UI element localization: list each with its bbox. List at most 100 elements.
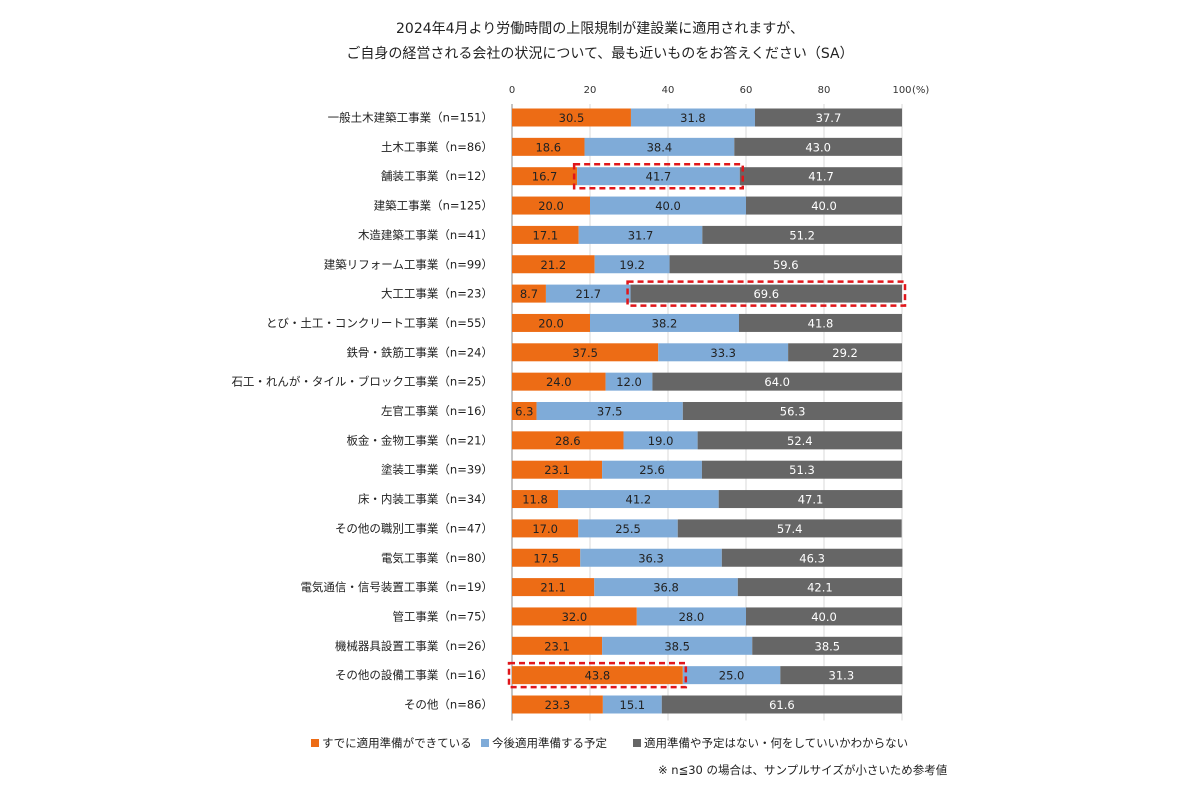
bar-segment <box>697 431 902 450</box>
data-label: 20.0 <box>538 316 564 330</box>
category-label: 電気通信・信号装置工事業（n=19） <box>300 580 493 594</box>
category-label: その他の設備工事業（n=16） <box>335 668 493 682</box>
legend-swatch <box>633 739 641 747</box>
data-label: 23.3 <box>545 698 571 712</box>
bar-segment <box>661 695 902 714</box>
x-tick-label: 60 <box>740 85 753 96</box>
bar-segment <box>739 167 903 186</box>
data-label: 38.5 <box>664 639 690 653</box>
bar-segment <box>512 519 579 538</box>
bar-segment <box>512 196 590 215</box>
data-label: 43.0 <box>805 140 831 154</box>
bars: 30.5 31.8 37.7 18.6 38.4 43.0 16.7 41.7 41.7 20.0… <box>512 108 903 714</box>
category-label: 左官工事業（n=16） <box>381 404 493 418</box>
legend-swatch <box>481 739 489 747</box>
x-tick-label: 100 <box>892 85 911 96</box>
data-label: 40.0 <box>811 610 837 624</box>
chart-title: 2024年4月より労働時間の上限規制が建設業に適用されますが、 ご自身の経営され… <box>346 20 853 62</box>
data-label: 38.4 <box>647 140 673 154</box>
bar-segment <box>584 137 735 156</box>
data-label: 52.4 <box>787 434 813 448</box>
bar-segment <box>636 607 746 626</box>
bar-segment <box>682 666 781 685</box>
bar-segment <box>702 225 902 244</box>
bar-segment <box>605 372 653 391</box>
bar-segment <box>512 431 624 450</box>
data-label: 61.6 <box>769 698 795 712</box>
data-label: 57.4 <box>777 522 803 536</box>
bar-segment <box>580 548 722 567</box>
bar-segment <box>746 607 902 626</box>
chart-title-line-2: ご自身の経営される会社の状況について、最も近いものをお答えください（SA） <box>346 45 853 62</box>
bar-segment <box>701 460 902 479</box>
category-label: その他の職別工事業（n=47） <box>335 521 493 535</box>
bar-segment <box>590 313 739 332</box>
category-label: 電気工事業（n=80） <box>381 551 493 565</box>
legend-swatch <box>311 739 319 747</box>
data-label: 37.5 <box>597 405 623 419</box>
data-label: 24.0 <box>546 375 572 389</box>
bar-segment <box>602 460 702 479</box>
data-label: 25.5 <box>615 522 641 536</box>
category-labels: 一般土木建築工事業（n=151） 土木工事業（n=86） 舗装工事業（n=12） 建築… <box>231 111 493 712</box>
category-label: 建築工事業（n=125） <box>374 199 493 213</box>
category-label: 板金・金物工事業（n=21） <box>346 433 493 447</box>
legend: すでに適用準備ができている 今後適用準備する予定 適用準備や予定はない・何をしていい… <box>311 736 908 750</box>
bar-segment <box>721 548 903 567</box>
data-label: 41.8 <box>808 316 834 330</box>
data-label: 37.5 <box>572 346 598 360</box>
bar-segment <box>677 519 902 538</box>
bar-segment <box>512 578 595 597</box>
x-tick-label: 40 <box>662 85 675 96</box>
bar-segment <box>738 313 902 332</box>
data-label: 38.5 <box>815 639 841 653</box>
data-label: 21.2 <box>541 258 567 272</box>
bar-segment <box>737 578 902 597</box>
data-label: 25.0 <box>719 669 745 683</box>
data-label: 33.3 <box>710 346 736 360</box>
data-label: 56.3 <box>780 405 806 419</box>
data-label: 37.7 <box>816 111 842 125</box>
x-unit-label: (%) <box>912 85 929 96</box>
category-label: 木造建築工事業（n=41） <box>358 228 493 242</box>
category-label: 鉄骨・鉄筋工事業（n=24） <box>346 345 493 359</box>
chart-title-line-1: 2024年4月より労働時間の上限規制が建設業に適用されますが、 <box>396 20 804 37</box>
data-label: 29.2 <box>832 346 858 360</box>
data-label: 32.0 <box>562 610 588 624</box>
bar-segment <box>512 225 579 244</box>
data-label: 12.0 <box>616 375 642 389</box>
bar-segment <box>602 636 753 655</box>
data-label: 28.0 <box>679 610 705 624</box>
category-label: 建築リフォーム工事業（n=99） <box>324 257 493 271</box>
category-label: とび・土工・コンクリート工事業（n=55） <box>266 316 493 330</box>
data-label: 25.6 <box>639 463 665 477</box>
data-label: 46.3 <box>799 551 825 565</box>
bar-segment <box>512 695 603 714</box>
legend-label: すでに適用準備ができている <box>322 736 472 750</box>
category-label: 石工・れんが・タイル・ブロック工事業（n=25） <box>231 375 493 389</box>
bar-segment <box>734 137 902 156</box>
data-label: 36.3 <box>638 551 664 565</box>
bar-segment <box>788 343 902 362</box>
data-label: 40.0 <box>655 199 681 213</box>
data-label: 19.0 <box>648 434 674 448</box>
bar-segment <box>512 255 595 274</box>
bar-segment <box>512 636 603 655</box>
data-label: 28.6 <box>555 434 581 448</box>
bar-segment <box>602 695 662 714</box>
x-tick-label: 20 <box>584 85 597 96</box>
data-label: 20.0 <box>538 199 564 213</box>
bar-segment <box>512 108 631 127</box>
data-label: 23.1 <box>544 639 570 653</box>
bar-segment <box>746 196 902 215</box>
bar-segment <box>578 519 678 538</box>
data-label: 36.8 <box>653 581 679 595</box>
bar-segment <box>577 167 740 186</box>
data-label: 59.6 <box>773 258 799 272</box>
data-label: 19.2 <box>619 258 645 272</box>
data-label: 31.7 <box>628 228 654 242</box>
data-label: 51.3 <box>789 463 815 477</box>
data-label: 16.7 <box>532 170 558 184</box>
data-label: 31.3 <box>829 669 855 683</box>
category-label: その他（n=86） <box>404 698 493 712</box>
